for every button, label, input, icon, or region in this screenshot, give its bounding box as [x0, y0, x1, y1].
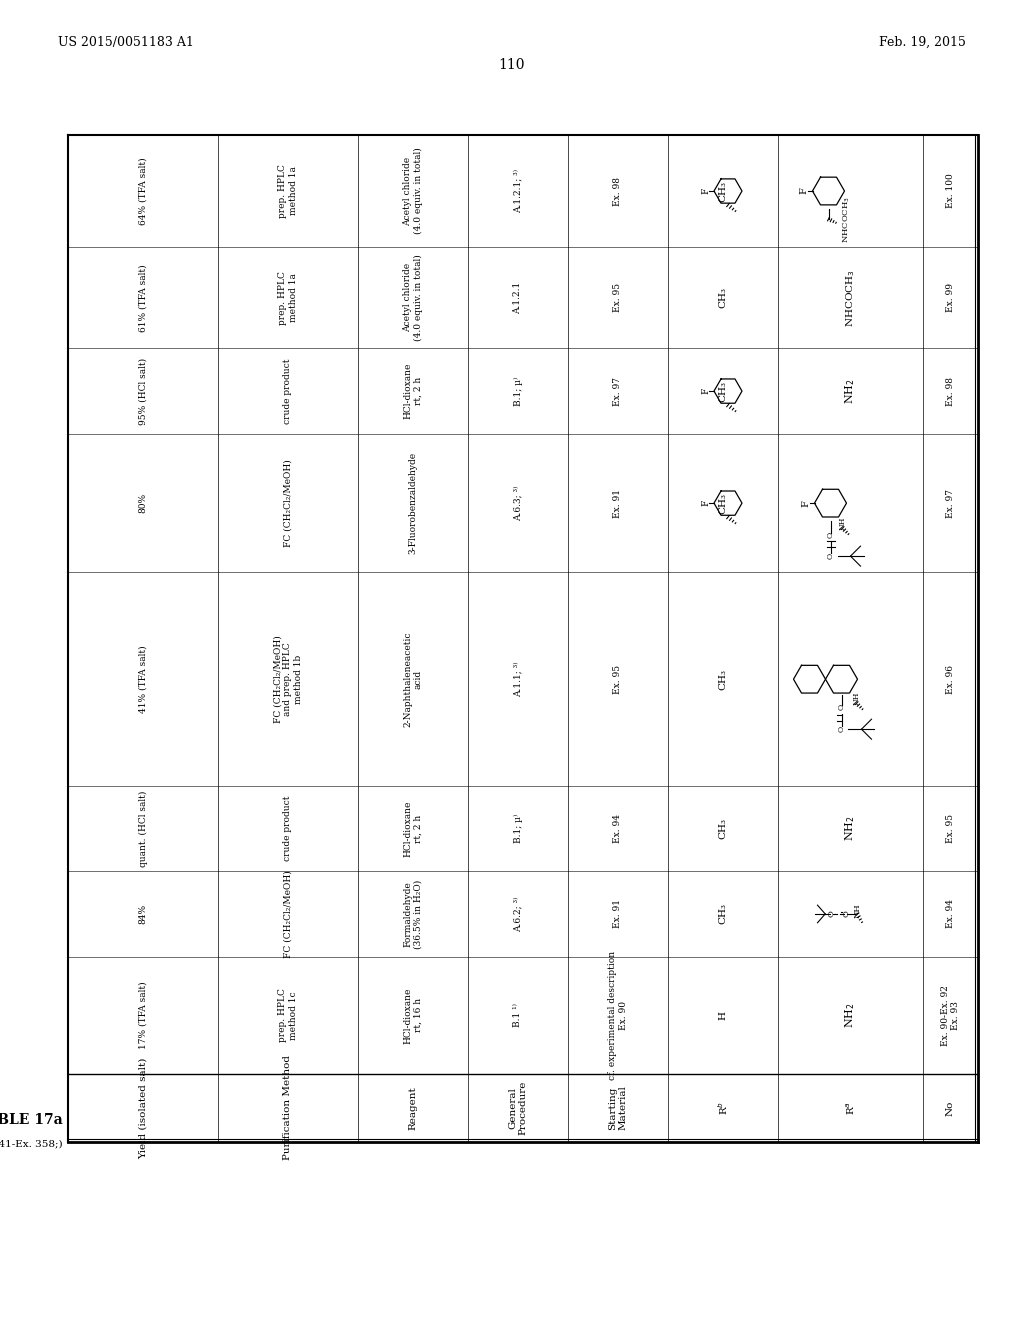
Text: prep. HPLC
method 1a: prep. HPLC method 1a	[279, 164, 298, 218]
Text: Ex. 94: Ex. 94	[946, 899, 955, 928]
Text: O: O	[827, 911, 836, 917]
Text: O: O	[838, 726, 846, 733]
Text: NH$_2$: NH$_2$	[844, 379, 857, 404]
Text: B.1; µ⁾: B.1; µ⁾	[513, 814, 522, 843]
Text: Ex. 94: Ex. 94	[613, 814, 623, 843]
Text: General
Procedure: General Procedure	[508, 1081, 527, 1135]
Text: 61% (TFA salt): 61% (TFA salt)	[138, 264, 147, 331]
Text: Ex. 98: Ex. 98	[946, 376, 955, 405]
Text: quant. (HCl salt): quant. (HCl salt)	[138, 791, 147, 867]
Text: B.1 ¹⁾: B.1 ¹⁾	[513, 1003, 522, 1027]
Text: Ex. 97: Ex. 97	[946, 488, 955, 517]
Text: Ex. 100: Ex. 100	[946, 174, 955, 209]
Text: HCl-dioxane
rt, 16 h: HCl-dioxane rt, 16 h	[403, 987, 423, 1044]
Text: F: F	[701, 187, 711, 194]
Text: Ex. 98: Ex. 98	[613, 177, 623, 206]
Text: US 2015/0051183 A1: US 2015/0051183 A1	[58, 36, 194, 49]
Text: 84%: 84%	[138, 904, 147, 924]
Text: 80%: 80%	[138, 494, 147, 513]
Text: NH: NH	[853, 692, 860, 705]
Text: CH₃: CH₃	[719, 669, 727, 689]
Text: NH$_2$: NH$_2$	[844, 1002, 857, 1028]
Text: prep. HPLC
method 1a: prep. HPLC method 1a	[279, 271, 298, 325]
Text: Ex. 95: Ex. 95	[613, 284, 623, 313]
Text: Feb. 19, 2015: Feb. 19, 2015	[880, 36, 966, 49]
Text: A.1.2.1: A.1.2.1	[513, 281, 522, 314]
Text: Ex. 95: Ex. 95	[946, 814, 955, 843]
Text: Acetyl chloride
(4.0 equiv. in total): Acetyl chloride (4.0 equiv. in total)	[403, 148, 423, 235]
Text: F: F	[701, 500, 711, 507]
Text: R$^{a}$: R$^{a}$	[845, 1101, 857, 1115]
Text: Yield (isolated salt): Yield (isolated salt)	[138, 1057, 147, 1159]
Text: TABLE 17a: TABLE 17a	[0, 1113, 63, 1127]
Text: Ex. 90-Ex. 92
Ex. 93: Ex. 90-Ex. 92 Ex. 93	[941, 985, 961, 1045]
Text: O: O	[826, 532, 835, 539]
Text: 17% (TFA salt): 17% (TFA salt)	[138, 982, 147, 1049]
Text: 110: 110	[499, 58, 525, 73]
Text: prep. HPLC
method 1c: prep. HPLC method 1c	[279, 989, 298, 1043]
Text: Ex. 99: Ex. 99	[946, 284, 955, 313]
Text: NH$_2$: NH$_2$	[844, 816, 857, 841]
Text: A.6.2; ³⁾: A.6.2; ³⁾	[513, 896, 522, 932]
Text: A.1.1; ³⁾: A.1.1; ³⁾	[513, 661, 522, 697]
Text: Ex. 97: Ex. 97	[613, 376, 623, 405]
Text: F: F	[801, 500, 810, 507]
Text: cf. experimental description
Ex. 90: cf. experimental description Ex. 90	[608, 950, 628, 1080]
Text: NHCOCH$_3$: NHCOCH$_3$	[842, 195, 852, 243]
Text: CH₃: CH₃	[719, 903, 727, 924]
Text: CH₃: CH₃	[719, 818, 727, 840]
Text: F: F	[799, 187, 808, 194]
Text: O: O	[838, 704, 846, 710]
Text: HCl-dioxane
rt, 2 h: HCl-dioxane rt, 2 h	[403, 363, 423, 420]
Text: 3-Fluorobenzaldehyde: 3-Fluorobenzaldehyde	[409, 451, 418, 554]
Text: O: O	[842, 911, 850, 917]
Text: B.1; µ⁾: B.1; µ⁾	[513, 376, 522, 405]
Text: O: O	[826, 553, 835, 560]
Text: crude product: crude product	[284, 358, 293, 424]
Text: CH₃: CH₃	[719, 181, 727, 202]
Text: NH: NH	[853, 903, 861, 917]
Text: Purification Method: Purification Method	[284, 1056, 293, 1160]
Text: A.1.2.1; ³⁾: A.1.2.1; ³⁾	[513, 169, 522, 213]
Text: Ex. 96: Ex. 96	[946, 665, 955, 694]
Text: NHCOCH$_3$: NHCOCH$_3$	[844, 269, 857, 326]
Text: 2-Naphthaleneacetic
acid: 2-Naphthaleneacetic acid	[403, 631, 423, 727]
Text: Ex. 91: Ex. 91	[613, 899, 623, 928]
Text: Reagent: Reagent	[409, 1086, 418, 1130]
Text: F: F	[701, 388, 711, 395]
Text: 95% (HCl salt): 95% (HCl salt)	[138, 358, 147, 425]
Text: CH₃: CH₃	[719, 288, 727, 309]
Text: crude product: crude product	[284, 796, 293, 862]
Text: FC (CH₂Cl₂/MeOH): FC (CH₂Cl₂/MeOH)	[284, 870, 293, 958]
Text: A.6.3; ³⁾: A.6.3; ³⁾	[513, 486, 522, 521]
Text: NH: NH	[839, 516, 847, 529]
Text: No: No	[946, 1101, 955, 1115]
Text: CH₃: CH₃	[719, 380, 727, 401]
Text: HCl-dioxane
rt, 2 h: HCl-dioxane rt, 2 h	[403, 800, 423, 857]
Text: Starting
Material: Starting Material	[608, 1085, 628, 1130]
Text: Formaldehyde
(36.5% in H₂O): Formaldehyde (36.5% in H₂O)	[403, 879, 423, 949]
Text: FC (CH₂Cl₂/MeOH): FC (CH₂Cl₂/MeOH)	[284, 459, 293, 546]
Text: CH₃: CH₃	[719, 492, 727, 513]
Text: Ex. 91: Ex. 91	[613, 488, 623, 517]
Text: FC (CH₂Cl₂/MeOH)
and prep. HPLC
method 1b: FC (CH₂Cl₂/MeOH) and prep. HPLC method 1…	[273, 635, 303, 723]
Text: H: H	[719, 1011, 727, 1020]
Text: Acetyl chloride
(4.0 equiv. in total): Acetyl chloride (4.0 equiv. in total)	[403, 255, 423, 341]
Text: R$^{b}$: R$^{b}$	[716, 1101, 730, 1115]
Text: Ex. 95: Ex. 95	[613, 665, 623, 694]
Text: 64% (TFA salt): 64% (TFA salt)	[138, 157, 147, 224]
Text: Examples of Core 05 (Ex. 90-Ex. 114 and Ex. 341-Ex. 358;): Examples of Core 05 (Ex. 90-Ex. 114 and …	[0, 1140, 63, 1150]
Text: 41% (TFA salt): 41% (TFA salt)	[138, 645, 147, 713]
